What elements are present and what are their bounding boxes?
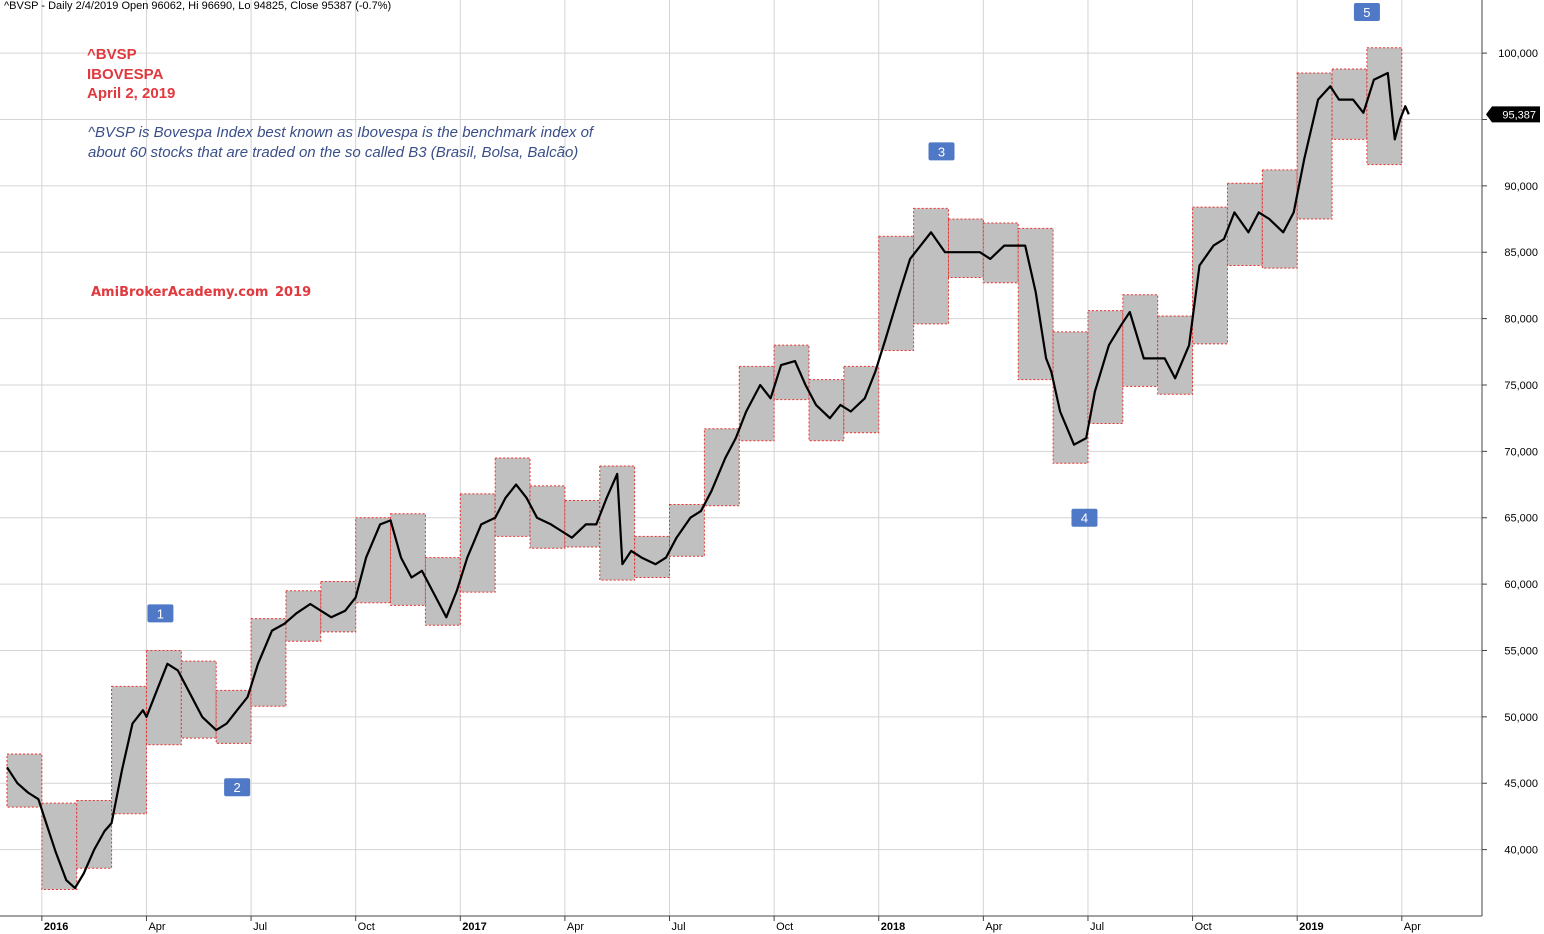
x-tick-label: Apr bbox=[1404, 921, 1421, 933]
monthly-range-box bbox=[1332, 69, 1367, 139]
monthly-range-box bbox=[1053, 332, 1088, 463]
monthly-range-box bbox=[983, 223, 1018, 283]
monthly-range-box bbox=[1123, 295, 1158, 387]
monthly-range-box bbox=[809, 380, 844, 441]
last-value-label: 95,387 bbox=[1502, 109, 1536, 121]
x-tick-label: Oct bbox=[358, 921, 375, 933]
x-tick-label: Oct bbox=[1195, 921, 1212, 933]
monthly-range-box bbox=[914, 208, 949, 323]
monthly-range-box bbox=[356, 518, 391, 603]
monthly-range-box bbox=[251, 619, 286, 707]
x-tick-label: 2019 bbox=[1299, 921, 1323, 933]
monthly-range-box bbox=[739, 366, 774, 440]
monthly-range-box bbox=[146, 650, 181, 744]
y-tick-label: 70,000 bbox=[1504, 446, 1538, 458]
x-tick-label: Apr bbox=[567, 921, 584, 933]
y-tick-label: 65,000 bbox=[1504, 513, 1538, 525]
title-name: IBOVESPA bbox=[87, 66, 163, 83]
monthly-range-box bbox=[460, 494, 495, 592]
monthly-range-box bbox=[1227, 183, 1262, 265]
y-tick-label: 80,000 bbox=[1504, 314, 1538, 326]
annotation-label: 4 bbox=[1081, 511, 1088, 526]
y-tick-label: 85,000 bbox=[1504, 247, 1538, 259]
x-tick-label: Jul bbox=[672, 921, 686, 933]
x-tick-label: 2016 bbox=[44, 921, 68, 933]
x-tick-label: Jul bbox=[1090, 921, 1104, 933]
x-tick-label: 2018 bbox=[881, 921, 905, 933]
x-tick-label: Apr bbox=[148, 921, 165, 933]
monthly-range-box bbox=[1297, 73, 1332, 219]
annotation-label: 5 bbox=[1363, 5, 1370, 20]
monthly-range-box bbox=[425, 558, 460, 626]
monthly-range-box bbox=[286, 591, 321, 641]
monthly-range-box bbox=[42, 803, 77, 889]
y-tick-label: 90,000 bbox=[1504, 181, 1538, 193]
y-tick-label: 40,000 bbox=[1504, 845, 1538, 857]
x-tick-label: Jul bbox=[253, 921, 267, 933]
y-tick-label: 75,000 bbox=[1504, 380, 1538, 392]
monthly-range-box bbox=[77, 801, 112, 869]
title-symbol: ^BVSP bbox=[87, 46, 137, 63]
monthly-range-box bbox=[879, 236, 914, 350]
monthly-range-box bbox=[391, 514, 426, 606]
y-tick-label: 100,000 bbox=[1498, 48, 1538, 60]
annotation-label: 3 bbox=[938, 144, 945, 159]
monthly-range-box bbox=[948, 219, 983, 277]
chart-header: ^BVSP - Daily 2/4/2019 Open 96062, Hi 96… bbox=[4, 0, 391, 12]
monthly-range-box bbox=[530, 486, 565, 548]
title-date: April 2, 2019 bbox=[87, 85, 175, 102]
x-tick-label: 2017 bbox=[462, 921, 486, 933]
y-tick-label: 45,000 bbox=[1504, 778, 1538, 790]
monthly-range-box bbox=[1158, 316, 1193, 394]
y-tick-label: 55,000 bbox=[1504, 645, 1538, 657]
x-tick-label: Oct bbox=[776, 921, 793, 933]
watermark: AmiBrokerAcademy.com 2019 bbox=[91, 285, 311, 300]
x-tick-label: Apr bbox=[985, 921, 1002, 933]
monthly-range-box bbox=[1367, 48, 1402, 165]
y-tick-label: 50,000 bbox=[1504, 712, 1538, 724]
description-text: ^BVSP is Bovespa Index best known as Ibo… bbox=[88, 123, 618, 163]
annotation-label: 1 bbox=[157, 606, 164, 621]
monthly-range-box bbox=[321, 581, 356, 631]
annotation-label: 2 bbox=[234, 780, 241, 795]
monthly-range-box bbox=[1018, 228, 1053, 379]
y-tick-label: 60,000 bbox=[1504, 579, 1538, 591]
